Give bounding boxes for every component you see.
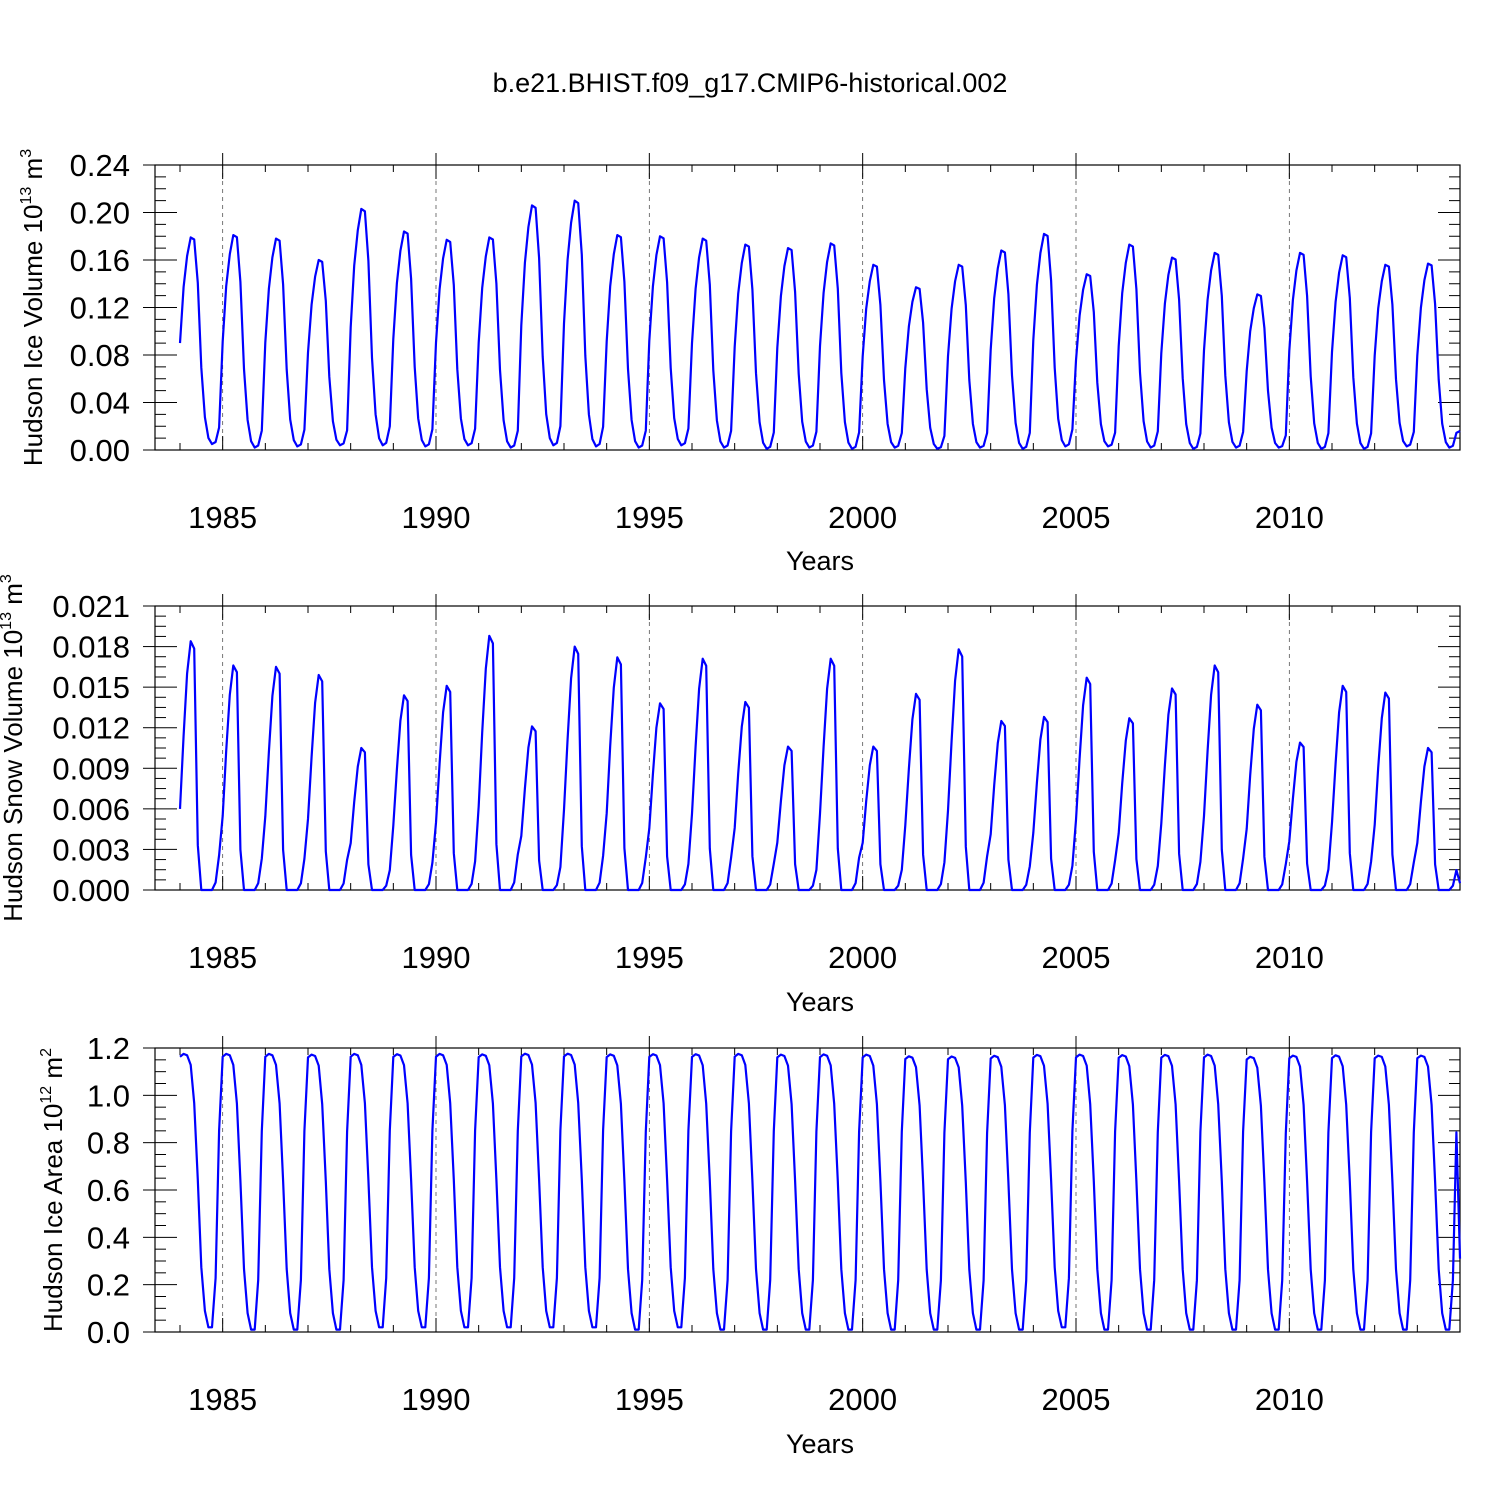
x-tick-label: 1985	[188, 940, 257, 975]
y-tick-label: 0.015	[52, 670, 130, 705]
y-tick-label: 1.0	[87, 1078, 130, 1113]
y-tick-label: 0.012	[52, 711, 130, 746]
series-line-ice-area	[179, 1052, 1462, 1331]
x-tick-label: 1995	[615, 1382, 684, 1417]
panels: 1985 1990 1995 2000 2005 2010 Years 0.00 0.04 0.0…	[0, 148, 1462, 1459]
x-tick-label: 2000	[828, 500, 897, 535]
x-tick-label: 2005	[1042, 500, 1111, 535]
y-tick-label: 0.0	[87, 1315, 130, 1350]
x-tick-label: 1995	[615, 500, 684, 535]
x-tick-label: 1995	[615, 940, 684, 975]
y-axis-title: Hudson Ice Volume 1013 m3	[18, 149, 48, 466]
y-tick-label: 0.08	[70, 338, 130, 373]
y-tick-label: 0.20	[70, 196, 130, 231]
x-tick-label: 2005	[1042, 940, 1111, 975]
y-tick-label: 0.021	[52, 589, 130, 624]
x-tick-label: 1990	[402, 500, 471, 535]
y-tick-label: 0.6	[87, 1173, 130, 1208]
y-tick-label: 0.006	[52, 792, 130, 827]
y-tick-label: 0.003	[52, 832, 130, 867]
y-tick-label: 0.000	[52, 873, 130, 908]
series-line-ice-volume	[178, 199, 1461, 450]
x-tick-label: 2005	[1042, 1382, 1111, 1417]
x-axis-title: Years	[786, 546, 854, 576]
series-line-snow-volume	[178, 634, 1462, 892]
y-tick-label: 0.04	[70, 386, 130, 421]
x-tick-label: 2010	[1255, 500, 1324, 535]
panel-snow-volume: 1985 1990 1995 2000 2005 2010 Years 0.000 0.003 0…	[0, 574, 1462, 1017]
y-tick-label: 0.8	[87, 1126, 130, 1161]
x-axis-title: Years	[786, 987, 854, 1017]
y-axis-title: Hudson Snow Volume 1013 m3	[0, 574, 28, 922]
x-tick-label: 2010	[1255, 1382, 1324, 1417]
y-tick-label: 0.2	[87, 1268, 130, 1303]
x-tick-label: 1985	[188, 500, 257, 535]
y-tick-label: 0.12	[70, 291, 130, 326]
x-tick-label: 2000	[828, 1382, 897, 1417]
x-tick-label: 1990	[402, 940, 471, 975]
chart-title: b.e21.BHIST.f09_g17.CMIP6-historical.002	[493, 68, 1008, 98]
panel-ice-area: 1985 1990 1995 2000 2005 2010 Years 0.0 0.2 0.4 0.…	[38, 1031, 1462, 1459]
y-tick-label: 0.24	[70, 148, 130, 183]
y-tick-label: 0.4	[87, 1220, 130, 1255]
y-tick-label: 0.018	[52, 630, 130, 665]
y-axis-title: Hudson Ice Area 1012 m2	[38, 1048, 68, 1332]
x-tick-label: 1985	[188, 1382, 257, 1417]
x-tick-label: 2010	[1255, 940, 1324, 975]
y-tick-label: 0.00	[70, 433, 130, 468]
x-tick-label: 2000	[828, 940, 897, 975]
panel-ice-volume: 1985 1990 1995 2000 2005 2010 Years 0.00 0.04 0.0…	[18, 148, 1461, 576]
y-tick-label: 0.16	[70, 243, 130, 278]
x-axis-title: Years	[786, 1429, 854, 1459]
x-tick-label: 1990	[402, 1382, 471, 1417]
y-tick-label: 1.2	[87, 1031, 130, 1066]
y-tick-label: 0.009	[52, 751, 130, 786]
